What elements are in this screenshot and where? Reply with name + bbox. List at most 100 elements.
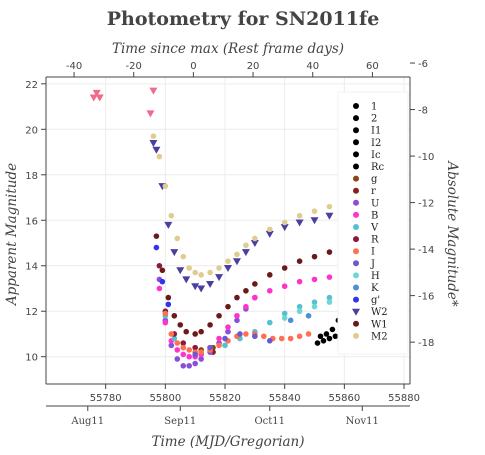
- x2-tick-label-2: 0: [190, 61, 196, 72]
- point-17-15: [265, 230, 274, 238]
- point-8-2: [168, 342, 175, 349]
- point-8-4: [180, 363, 187, 369]
- point-20-3: [146, 110, 155, 118]
- point-0-2: [326, 335, 333, 342]
- point-18-8: [207, 322, 213, 328]
- point-13-2: [222, 335, 228, 342]
- point-17-4: [170, 249, 179, 257]
- x-tick-label-1: 55800: [149, 393, 181, 404]
- point-12-18: [305, 331, 312, 337]
- point-8-5: [186, 363, 193, 369]
- point-17-12: [232, 258, 241, 266]
- point-17-17: [295, 219, 304, 227]
- x2-tick-label-5: 60: [366, 61, 379, 72]
- point-15-1: [305, 312, 312, 319]
- point-17-14: [250, 240, 259, 248]
- point-19-11: [225, 258, 231, 265]
- point-12-8: [216, 342, 222, 349]
- legend-label-19: M2: [371, 331, 388, 342]
- point-19-3: [168, 212, 175, 219]
- point-17-6: [182, 276, 191, 284]
- legend-marker-8: [353, 199, 359, 206]
- point-9-0: [156, 285, 163, 292]
- point-8-7: [198, 356, 204, 362]
- point-17-3: [164, 221, 173, 229]
- top-axis-title: Time since max (Rest frame days): [112, 41, 344, 57]
- legend-label-10: V: [370, 223, 379, 234]
- point-19-13: [243, 242, 249, 249]
- point-17-13: [241, 249, 250, 257]
- x-tick-label-3: 55840: [269, 393, 301, 404]
- point-18-3: [171, 312, 178, 319]
- chart-title: Photometry for SN2011fe: [107, 8, 380, 30]
- point-18-17: [311, 253, 318, 260]
- point-18-10: [225, 303, 231, 310]
- y-tick-label-3: 16: [25, 216, 38, 227]
- point-18-6: [192, 331, 198, 337]
- x-tick-label-5: 55880: [388, 393, 420, 404]
- point-1-1: [323, 331, 330, 337]
- point-19-10: [216, 265, 222, 271]
- point-12-17: [296, 333, 303, 340]
- left-axis-title: Apparent Magnitude: [4, 163, 20, 307]
- legend-marker-0: [353, 103, 359, 109]
- x-tick-label-2: 55820: [209, 393, 241, 404]
- point-13-3: [237, 331, 243, 337]
- legend-label-12: I: [371, 247, 375, 258]
- point-18-2: [165, 294, 172, 301]
- point-10-1: [171, 335, 178, 342]
- legend-marker-13: [353, 260, 359, 267]
- legend-label-9: B: [371, 210, 378, 221]
- bottom-axis-title: Time (MJD/Gregorian): [151, 434, 304, 450]
- point-10-8: [266, 319, 273, 326]
- point-9-14: [266, 287, 273, 294]
- point-18-7: [198, 328, 204, 335]
- point-8-11: [234, 317, 240, 324]
- point-8-3: [174, 356, 181, 362]
- y-tick-label-1: 12: [25, 307, 38, 318]
- point-9-4: [180, 351, 187, 358]
- legend-label-15: K: [371, 283, 379, 294]
- point-19-9: [207, 269, 213, 276]
- point-20-1: [92, 89, 101, 97]
- point-17-10: [215, 274, 224, 282]
- point-12-0: [162, 310, 169, 317]
- right-axis-title: Absolute Magnitude*: [444, 159, 460, 306]
- legend-marker-3: [353, 139, 359, 146]
- point-12-2: [174, 340, 181, 346]
- point-19-19: [326, 203, 333, 210]
- point-19-18: [311, 208, 318, 214]
- x2-tick-label-4: 40: [306, 61, 319, 72]
- legend-marker-19: [353, 332, 359, 339]
- point-0-1: [320, 337, 327, 344]
- point-1-2: [329, 326, 336, 333]
- point-18-15: [281, 265, 288, 271]
- y2-tick-label-6: -6: [418, 59, 428, 70]
- y-tick-label-4: 18: [25, 171, 38, 182]
- point-14-0: [281, 315, 288, 321]
- point-12-11: [243, 331, 249, 337]
- point-13-5: [266, 337, 273, 344]
- point-12-3: [180, 344, 187, 351]
- point-18-11: [234, 294, 240, 301]
- point-19-16: [281, 219, 288, 226]
- x2-tick-label-3: 20: [247, 61, 260, 72]
- y2-tick-label-1: -16: [418, 292, 434, 303]
- point-9-1: [162, 319, 169, 326]
- legend-label-8: U: [371, 198, 379, 209]
- point-9-16: [296, 278, 303, 285]
- legend-marker-4: [353, 151, 359, 158]
- y-tick-label-5: 20: [25, 125, 38, 136]
- point-13-1: [207, 344, 213, 351]
- point-18-13: [252, 281, 258, 287]
- y2-tick-label-3: -12: [418, 199, 434, 210]
- legend-label-18: W1: [371, 319, 388, 330]
- point-17-18: [310, 217, 319, 225]
- legend-marker-10: [353, 224, 359, 230]
- point-9-15: [281, 283, 288, 290]
- point-11-3: [180, 340, 187, 346]
- point-19-12: [234, 251, 240, 258]
- point-16-0: [153, 244, 160, 251]
